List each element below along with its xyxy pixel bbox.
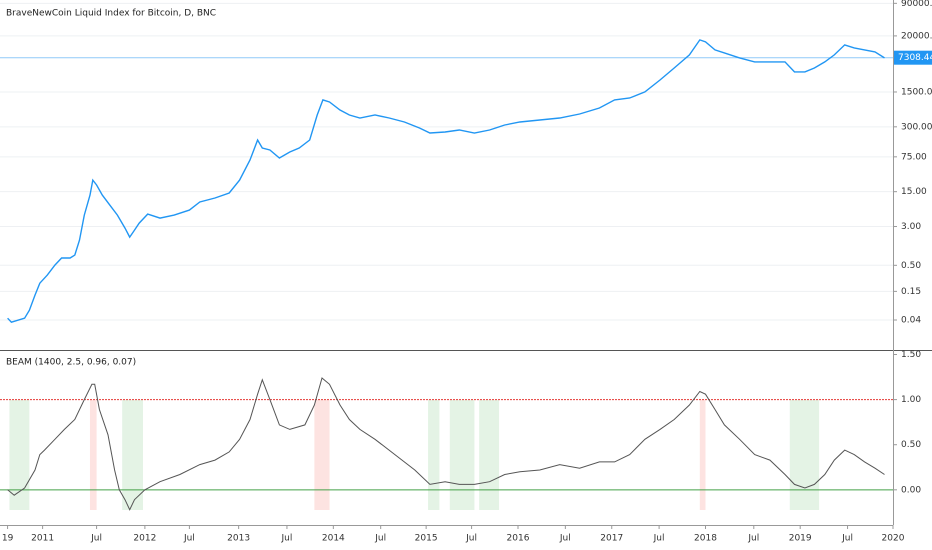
series-line — [7, 377, 885, 511]
sell-zone — [314, 400, 330, 510]
last-price-label: 7308.44 — [898, 53, 932, 63]
buy-zone — [449, 400, 475, 510]
x-tick-label: 2015 — [415, 534, 438, 544]
x-tick-label: Jul — [559, 534, 571, 544]
series-line — [7, 39, 885, 323]
y-tick-label: 0.50 — [901, 261, 921, 271]
x-tick-label: 2019 — [789, 534, 812, 544]
y-tick-label: 75.00 — [901, 152, 927, 162]
x-tick-label: 2018 — [694, 534, 717, 544]
y-tick-label: 300.00 — [901, 122, 932, 132]
x-tick-label: 2017 — [600, 534, 623, 544]
chart-title: BraveNewCoin Liquid Index for Bitcoin, D… — [6, 9, 216, 19]
y-tick-label: 15.00 — [901, 187, 927, 197]
x-tick-label: Jul — [747, 534, 759, 544]
x-tick-label: Jul — [653, 534, 665, 544]
buy-zone — [122, 400, 143, 510]
x-tick-label: 2020 — [882, 534, 905, 544]
y-tick-label: 0.04 — [901, 315, 921, 325]
buy-zone — [479, 400, 500, 510]
x-tick-label: 2012 — [133, 534, 156, 544]
buy-zone — [9, 400, 30, 510]
y-tick-label: 0.15 — [901, 287, 921, 297]
x-tick-label: Jul — [465, 534, 477, 544]
indicator-title: BEAM (1400, 2.5, 0.96, 0.07) — [6, 358, 136, 368]
x-tick-label: Jul — [183, 534, 195, 544]
x-tick-label: 2016 — [507, 534, 530, 544]
x-tick-label: 2014 — [322, 534, 345, 544]
y-tick-label: 1.50 — [901, 350, 921, 360]
x-tick-label: Jul — [90, 534, 102, 544]
y-tick-label: 1500.00 — [901, 87, 932, 97]
y-tick-label: 0.50 — [901, 440, 921, 450]
y-tick-label: 1.00 — [901, 395, 921, 405]
y-tick-label: 0.00 — [901, 485, 921, 495]
x-tick-label: Jul — [841, 534, 853, 544]
last-price-tag — [894, 50, 932, 65]
x-tick-label: Jul — [374, 534, 386, 544]
sell-zone — [89, 400, 97, 510]
x-tick-label: Jul — [281, 534, 293, 544]
buy-zone — [789, 400, 820, 510]
y-tick-label: 90000.00 — [901, 0, 932, 9]
y-tick-label: 20000.00 — [901, 31, 932, 41]
x-tick-label: 2013 — [227, 534, 250, 544]
buy-zone — [428, 400, 440, 510]
sell-zone — [699, 400, 706, 510]
x-tick-label: 2011 — [31, 534, 54, 544]
x-tick-label: 19 — [2, 534, 14, 544]
y-tick-label: 3.00 — [901, 222, 921, 232]
